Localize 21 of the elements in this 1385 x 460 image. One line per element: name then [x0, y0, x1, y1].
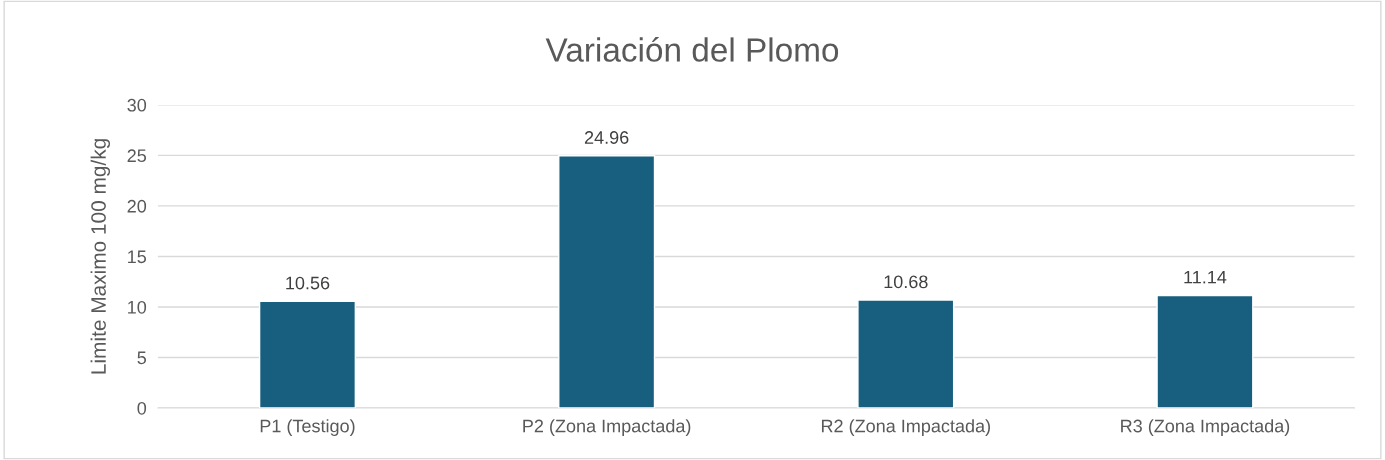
y-tick-label: 30: [127, 98, 147, 112]
y-tick-label: 0: [137, 401, 147, 415]
data-label: 10.68: [884, 275, 928, 289]
y-tick-label: 25: [127, 149, 147, 163]
data-label: 11.14: [1184, 270, 1227, 284]
bar: [857, 299, 955, 409]
bar: [558, 155, 656, 409]
x-tick-label: R2 (Zona Impactada): [821, 419, 990, 436]
y-tick-label: 15: [128, 250, 147, 264]
data-label: 24.96: [584, 131, 629, 144]
x-tick-label: P1 (Testigo): [260, 419, 355, 436]
x-tick-label: R3 (Zona Impactada): [1121, 419, 1290, 436]
bar: [258, 300, 357, 409]
data-label: 10.56: [286, 276, 330, 290]
y-axis-title: Limite Maximo 100 mg/kg: [90, 139, 111, 374]
y-tick-label: 5: [137, 351, 147, 365]
x-tick-label: P2 (Zona Impactada): [523, 419, 691, 436]
y-tick-label: 10: [128, 300, 147, 314]
y-tick-label: 20: [127, 199, 147, 213]
chart-title: Variación del Plomo: [545, 36, 839, 62]
bar: [1156, 294, 1254, 409]
